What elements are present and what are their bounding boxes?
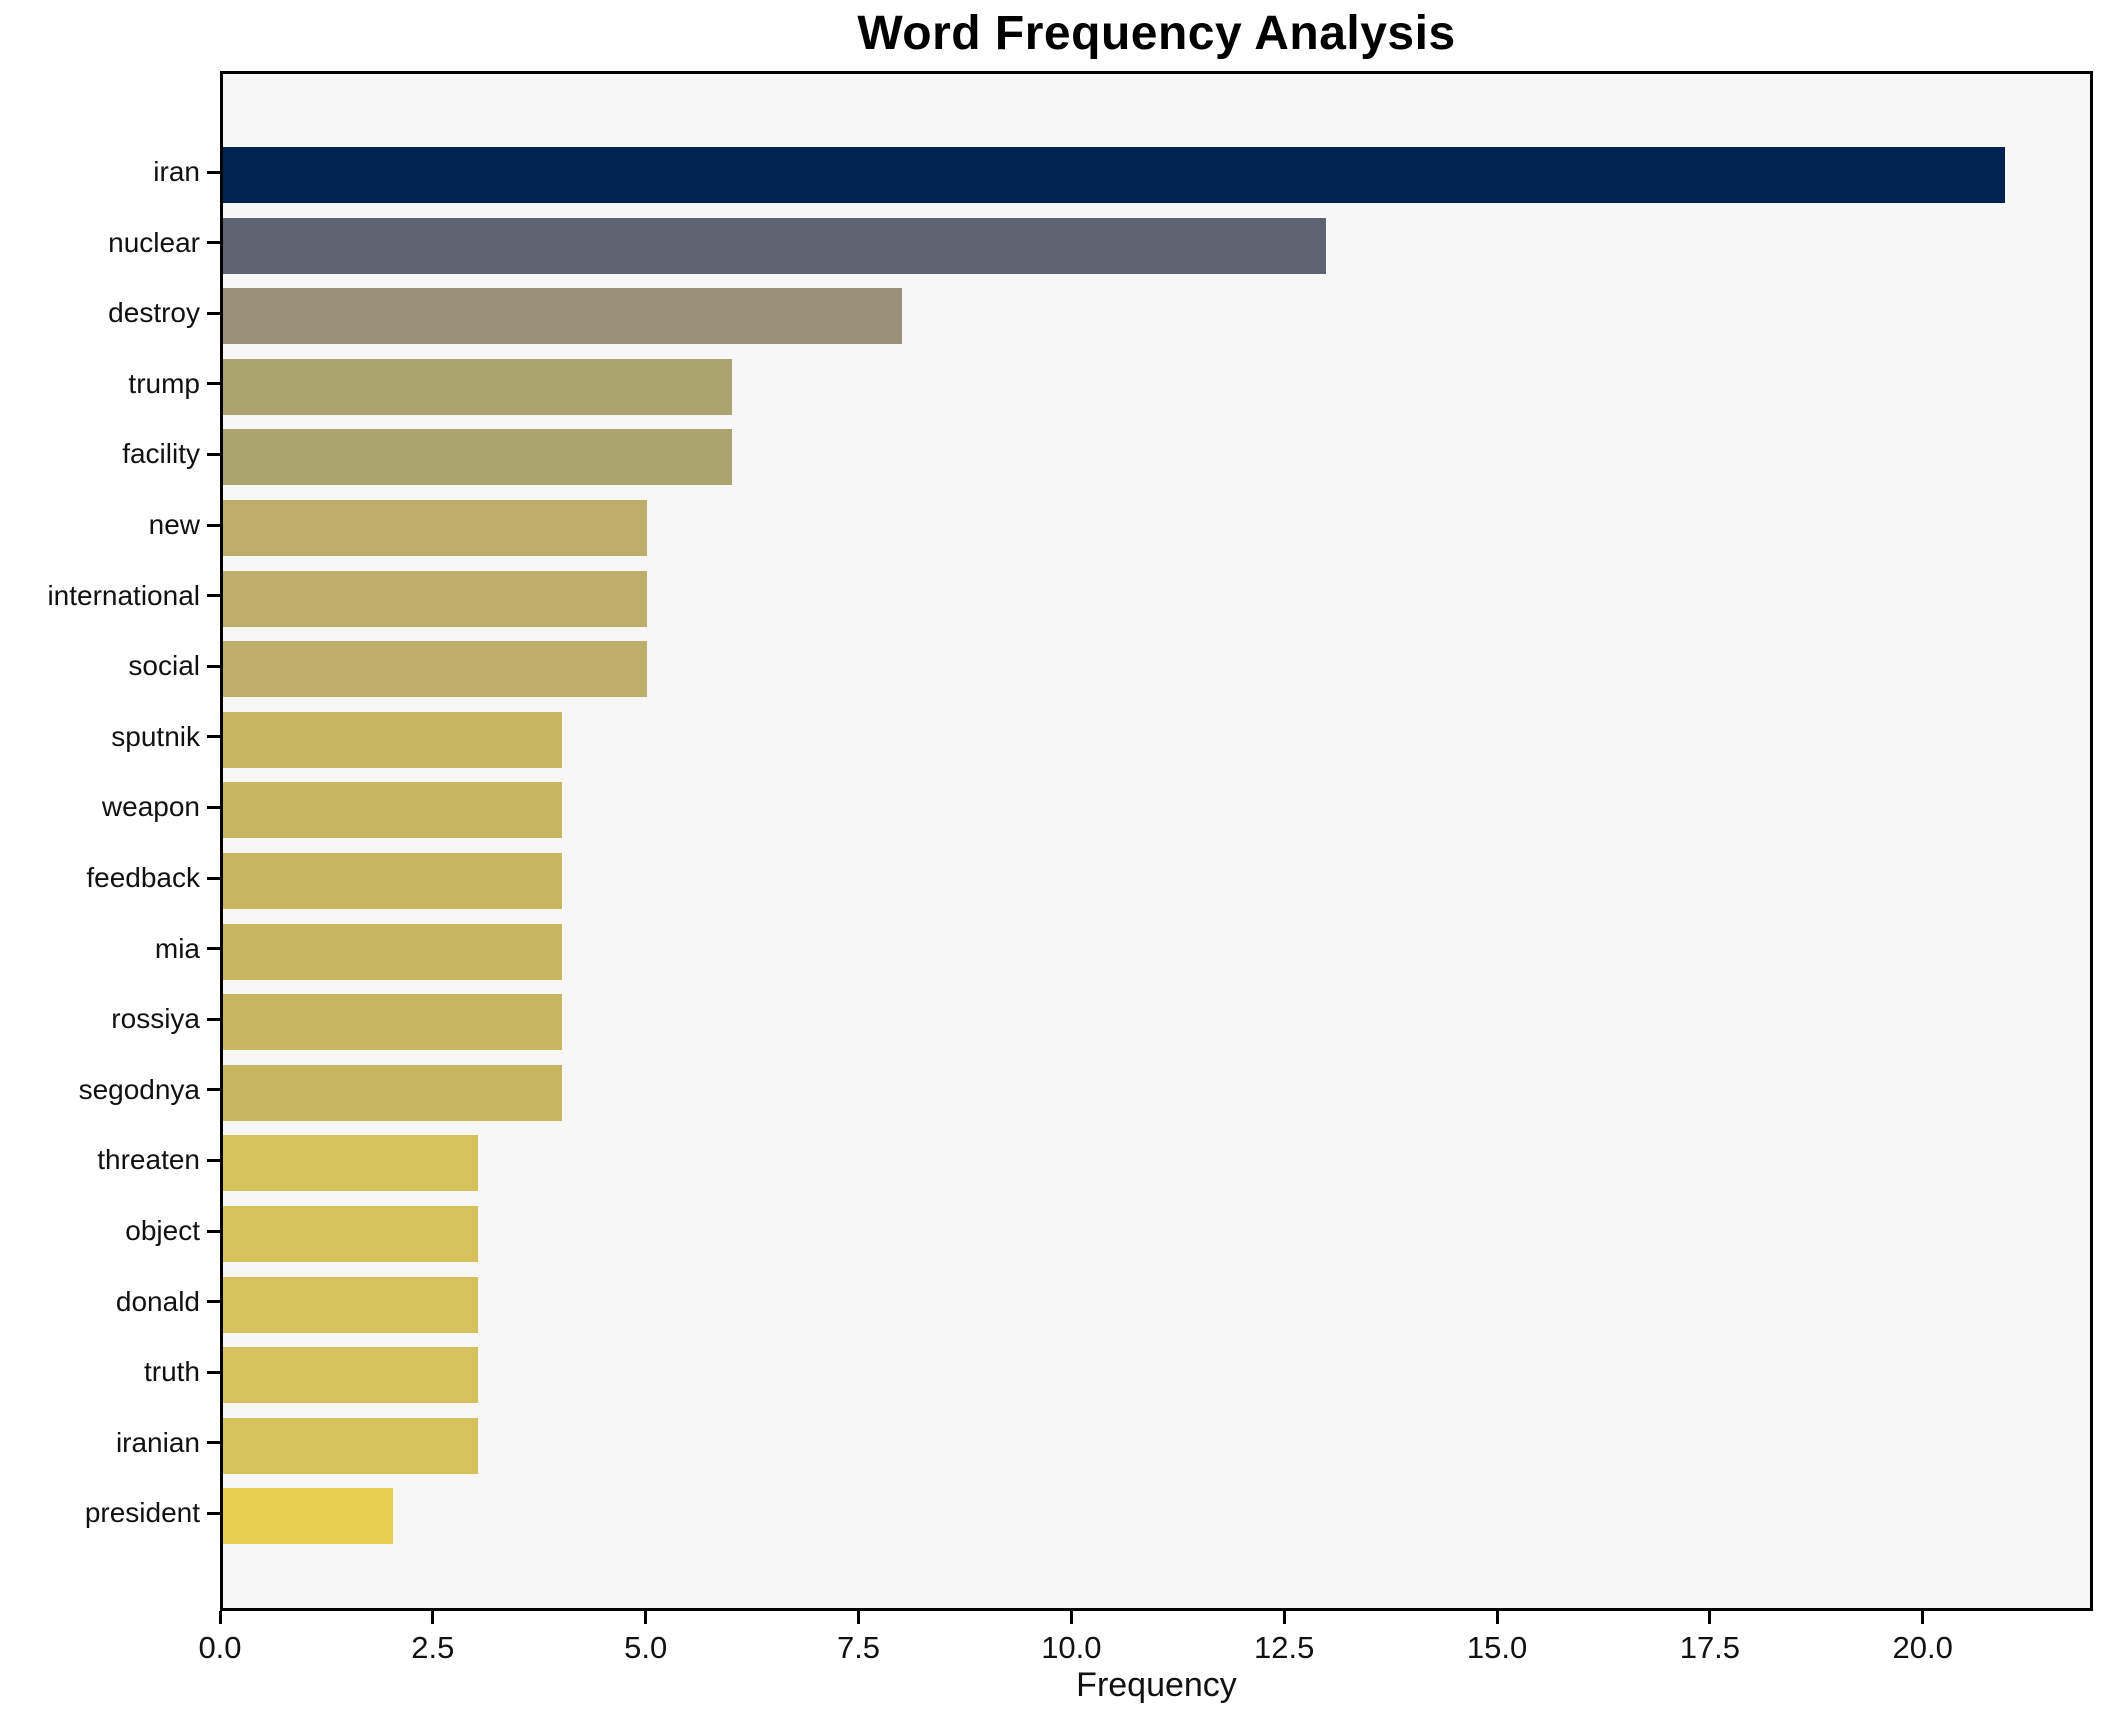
y-tick-mark — [207, 735, 220, 739]
y-tick-mark — [207, 1511, 220, 1515]
x-tick-label-2.5: 2.5 — [411, 1630, 455, 1665]
y-tick-label-weapon: weapon — [101, 791, 200, 823]
bar-nuclear — [223, 217, 1327, 274]
x-tick-mark — [1069, 1611, 1073, 1624]
x-tick-mark — [1282, 1611, 1286, 1624]
y-tick-mark — [207, 1088, 220, 1092]
x-tick-label-5.0: 5.0 — [624, 1630, 668, 1665]
bar-truth — [223, 1347, 478, 1404]
x-axis-label: Frequency — [1076, 1666, 1237, 1704]
x-tick-mark — [431, 1611, 435, 1624]
x-tick-mark — [1495, 1611, 1499, 1624]
y-tick-mark — [207, 1441, 220, 1445]
y-tick-mark — [207, 947, 220, 951]
y-tick-mark — [207, 452, 220, 456]
bar-president — [223, 1488, 393, 1545]
y-tick-mark — [207, 1158, 220, 1162]
y-tick-label-facility: facility — [122, 438, 200, 470]
x-tick-label-0.0: 0.0 — [198, 1630, 242, 1665]
y-tick-mark — [207, 594, 220, 598]
y-tick-mark — [207, 241, 220, 245]
y-tick-label-social: social — [128, 650, 200, 682]
y-tick-label-international: international — [47, 579, 200, 611]
x-tick-mark — [644, 1611, 648, 1624]
y-tick-mark — [207, 876, 220, 880]
y-tick-mark — [207, 311, 220, 315]
chart-title: Word Frequency Analysis — [857, 7, 1456, 60]
y-tick-label-new: new — [148, 509, 200, 540]
x-tick-mark — [857, 1611, 861, 1624]
y-tick-mark — [207, 1300, 220, 1304]
y-tick-label-object: object — [125, 1215, 200, 1246]
y-tick-label-sputnik: sputnik — [111, 720, 200, 752]
y-tick-label-threaten: threaten — [97, 1144, 200, 1176]
y-tick-mark — [207, 1017, 220, 1021]
bar-social — [223, 641, 648, 698]
y-tick-label-nuclear: nuclear — [108, 226, 200, 258]
bar-mia — [223, 923, 563, 980]
bar-weapon — [223, 782, 563, 839]
bar-destroy — [223, 288, 902, 345]
y-tick-mark — [207, 1229, 220, 1233]
bar-feedback — [223, 853, 563, 909]
y-tick-mark — [207, 170, 220, 174]
y-tick-label-donald: donald — [115, 1285, 200, 1317]
x-tick-label-17.5: 17.5 — [1679, 1630, 1741, 1665]
y-tick-label-feedback: feedback — [86, 862, 200, 893]
x-tick-label-20.0: 20.0 — [1892, 1630, 1953, 1665]
bar-iran — [223, 147, 2006, 203]
x-tick-mark — [1921, 1611, 1925, 1624]
y-tick-mark — [207, 805, 220, 809]
bar-donald — [223, 1276, 478, 1333]
bar-new — [223, 500, 648, 556]
x-tick-label-10.0: 10.0 — [1041, 1630, 1102, 1665]
y-tick-label-segodnya: segodnya — [78, 1073, 200, 1105]
y-tick-label-iranian: iranian — [115, 1426, 200, 1458]
y-tick-label-mia: mia — [154, 932, 200, 964]
x-tick-label-12.5: 12.5 — [1254, 1630, 1315, 1665]
bar-international — [223, 570, 648, 627]
y-tick-mark — [207, 382, 220, 386]
plot-area — [220, 71, 2093, 1611]
x-tick-mark — [1708, 1611, 1712, 1624]
bar-object — [223, 1206, 478, 1262]
bar-iranian — [223, 1417, 478, 1474]
y-tick-label-truth: truth — [143, 1356, 200, 1388]
bar-sputnik — [223, 711, 563, 768]
bar-segodnya — [223, 1064, 563, 1121]
y-tick-label-rossiya: rossiya — [111, 1003, 200, 1035]
y-tick-label-iran: iran — [153, 156, 200, 187]
y-tick-mark — [207, 664, 220, 668]
x-tick-mark — [218, 1611, 222, 1624]
y-tick-mark — [207, 523, 220, 527]
y-tick-mark — [207, 1370, 220, 1374]
y-tick-label-destroy: destroy — [108, 297, 200, 329]
bar-facility — [223, 429, 733, 486]
bar-rossiya — [223, 994, 563, 1051]
x-tick-label-7.5: 7.5 — [836, 1630, 881, 1665]
bar-threaten — [223, 1135, 478, 1192]
bar-trump — [223, 358, 733, 415]
y-tick-label-president: president — [84, 1497, 200, 1529]
y-tick-label-trump: trump — [128, 367, 200, 399]
x-tick-label-15.0: 15.0 — [1466, 1630, 1528, 1665]
